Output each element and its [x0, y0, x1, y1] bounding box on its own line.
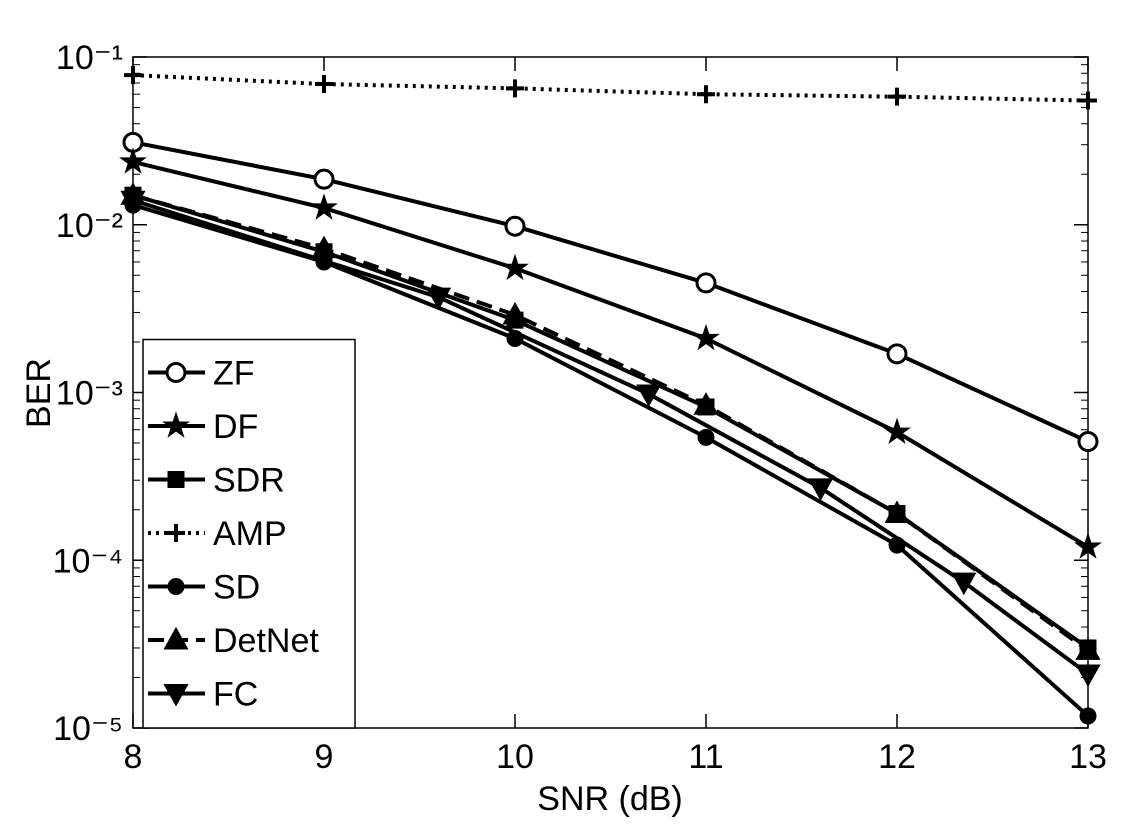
legend: ZF DF SDR AMP SD DetNet FC — [142, 338, 356, 729]
marker — [163, 684, 189, 707]
marker — [1075, 664, 1101, 688]
marker — [313, 168, 335, 190]
series — [124, 66, 1097, 110]
marker — [502, 301, 528, 325]
marker — [808, 478, 834, 501]
y-tick-label: 10⁻³ — [56, 375, 123, 413]
y-tick-label: 10⁻⁴ — [53, 542, 123, 580]
marker — [1079, 707, 1097, 725]
x-tick-label: 8 — [124, 738, 143, 776]
marker — [163, 626, 189, 650]
x-tick-label: 10 — [496, 738, 534, 776]
y-tick-label: 10⁻¹ — [56, 39, 123, 77]
marker — [426, 287, 452, 311]
marker — [165, 362, 187, 383]
y-tick-label: 10⁻² — [56, 207, 123, 245]
marker — [1079, 91, 1097, 110]
legend-label: DetNet — [213, 622, 319, 660]
series — [122, 131, 1099, 453]
x-tick-label: 11 — [688, 738, 723, 776]
x-tick-label: 13 — [1069, 738, 1107, 776]
x-axis-label: SNR (dB) — [537, 780, 682, 818]
marker — [167, 578, 185, 595]
series — [120, 190, 1101, 688]
marker — [695, 272, 717, 294]
marker — [884, 500, 910, 523]
marker — [951, 572, 977, 596]
x-tick-label: 9 — [315, 738, 334, 776]
legend-box — [142, 338, 356, 729]
marker — [888, 87, 906, 106]
marker — [120, 190, 146, 214]
marker — [504, 215, 526, 237]
marker — [119, 147, 147, 174]
marker — [636, 384, 662, 408]
marker — [883, 417, 911, 444]
legend-label: DF — [213, 408, 258, 446]
marker — [310, 193, 338, 220]
series-line — [132, 198, 1090, 676]
legend-label: FC — [213, 676, 258, 714]
marker — [124, 66, 142, 85]
legend-label: SDR — [213, 462, 285, 500]
marker — [315, 75, 333, 94]
y-tick-label: 10⁻⁵ — [53, 710, 123, 748]
marker — [697, 428, 715, 446]
series-line — [132, 159, 1090, 549]
series — [119, 147, 1102, 559]
legend-label: ZF — [213, 355, 255, 393]
legend-label: AMP — [213, 515, 287, 553]
marker — [506, 79, 524, 98]
marker — [167, 471, 185, 488]
marker — [1074, 532, 1102, 559]
marker — [162, 411, 190, 438]
marker — [167, 524, 185, 542]
marker — [886, 343, 908, 365]
legend-label: SD — [213, 569, 260, 607]
marker — [697, 85, 715, 104]
marker — [1077, 431, 1099, 453]
series-line — [132, 193, 1090, 653]
y-axis-label: BER — [20, 358, 58, 428]
marker — [311, 235, 337, 259]
marker — [501, 253, 529, 281]
marker — [1075, 637, 1101, 660]
marker — [693, 392, 719, 415]
plot-frame — [132, 56, 1089, 729]
marker — [692, 323, 720, 351]
series-line — [132, 140, 1089, 444]
x-tick-label: 12 — [878, 738, 916, 776]
